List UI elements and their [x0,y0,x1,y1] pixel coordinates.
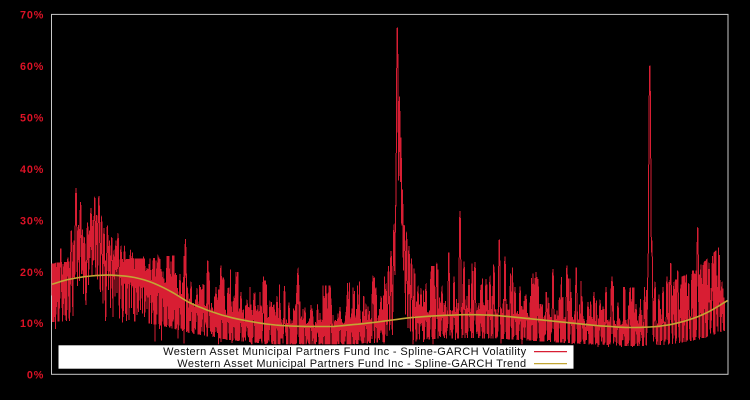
svg-text:Western Asset Municipal Partne: Western Asset Municipal Partners Fund In… [163,346,526,358]
svg-text:50%: 50% [20,113,44,125]
svg-text:30%: 30% [20,215,44,227]
svg-text:20%: 20% [20,267,44,279]
svg-text:70%: 70% [20,10,44,22]
svg-text:10%: 10% [20,318,44,330]
svg-text:60%: 60% [20,61,44,73]
svg-text:0%: 0% [27,370,44,382]
svg-text:40%: 40% [20,164,44,176]
svg-text:Western Asset Municipal Partne: Western Asset Municipal Partners Fund In… [177,358,526,370]
